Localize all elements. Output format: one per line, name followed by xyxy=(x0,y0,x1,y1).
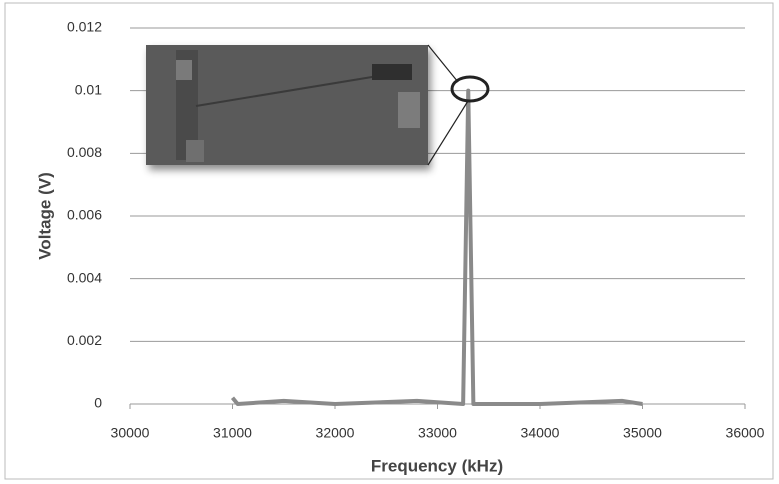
x-tick-label: 30000 xyxy=(111,425,150,441)
x-tick-label: 34000 xyxy=(521,425,560,441)
data-line xyxy=(230,88,643,406)
x-tick-label: 32000 xyxy=(316,425,355,441)
inset-image xyxy=(146,45,428,165)
y-tick-label: 0.01 xyxy=(75,81,102,97)
x-tick-label: 36000 xyxy=(726,425,765,441)
y-tick-label: 0.012 xyxy=(67,19,102,35)
inset-connector xyxy=(427,100,469,166)
y-tick-label: 0.004 xyxy=(67,269,102,285)
inset-connector xyxy=(427,44,459,83)
x-tick-label: 35000 xyxy=(623,425,662,441)
y-tick-label: 0 xyxy=(94,395,102,411)
y-tick-label: 0.008 xyxy=(67,144,102,160)
y-axis-title: Voltage (V) xyxy=(35,172,54,260)
x-tick-label: 33000 xyxy=(418,425,457,441)
x-axis-title: Frequency (kHz) xyxy=(371,456,503,475)
y-tick-label: 0.002 xyxy=(67,332,102,348)
plot xyxy=(230,88,643,406)
y-tick-label: 0.006 xyxy=(67,207,102,223)
x-tick-label: 31000 xyxy=(213,425,252,441)
peak-highlight xyxy=(450,75,490,103)
